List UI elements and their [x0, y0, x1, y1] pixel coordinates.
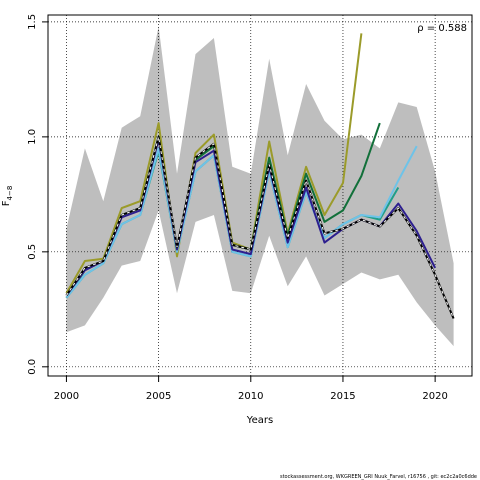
x-axis-title: Years	[246, 415, 273, 426]
y-tick-label: 1.0	[27, 129, 38, 145]
y-axis-title: F4−8	[1, 186, 14, 207]
x-tick-label: 2005	[146, 391, 171, 402]
y-tick-label: 0.0	[27, 359, 38, 375]
y-axis-title-main: F	[1, 200, 12, 206]
x-tick-label: 2020	[422, 391, 447, 402]
y-axis: 0.0 0.5 1.0 1.5	[27, 14, 48, 375]
plot-frame	[47, 14, 473, 377]
series-line-base-dash-overlay	[65, 136, 455, 319]
svg-text:F4−8: F4−8	[1, 186, 14, 207]
x-tick-label: 2000	[54, 391, 79, 402]
confidence-band	[66, 26, 454, 347]
x-tick-label: 2015	[330, 391, 355, 402]
y-axis-title-subscript: 4−8	[6, 186, 14, 201]
plot-area	[47, 14, 473, 377]
x-axis: 2000 2005 2010 2015 2020	[54, 376, 448, 402]
footer-credit: stockassessment.org, WKGREEN_GRI Nuuk_Fa…	[280, 474, 477, 480]
confidence-band-layer	[66, 26, 454, 347]
series-layer	[65, 33, 455, 319]
y-tick-label: 0.5	[27, 244, 38, 260]
series-line-olive	[65, 33, 363, 294]
series-line-skyblue	[65, 145, 418, 299]
y-tick-label: 1.5	[27, 14, 38, 30]
rho-annotation: ρ = 0.588	[417, 23, 467, 34]
grid-layer	[48, 15, 472, 376]
x-tick-label: 2010	[238, 391, 263, 402]
